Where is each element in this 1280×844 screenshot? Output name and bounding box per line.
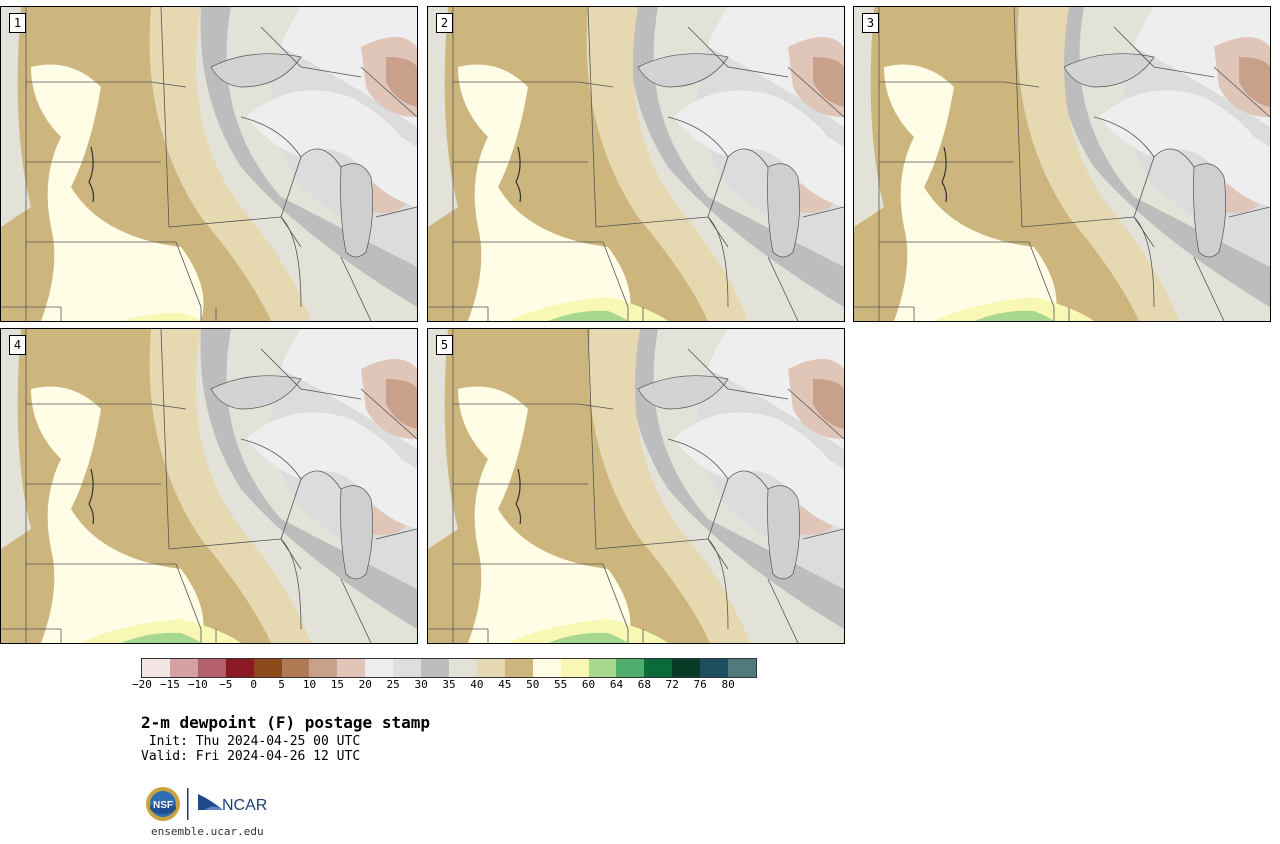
colorbar-swatch [700,659,729,677]
colorbar-swatch [532,659,561,677]
colorbar-tick-label: 5 [278,678,285,691]
colorbar-tick-labels: −20 −15 −10 −5 0 5 10 15 20 25 30 35 40 45 50 55 60 64 68 7… [132,678,757,694]
site-url: ensemble.ucar.edu [151,825,264,838]
colorbar-swatch [616,659,645,677]
map-panel-4: 4 [0,328,418,644]
colorbar-swatches [141,658,757,678]
colorbar-tick-label: 72 [665,678,679,691]
colorbar-swatch [560,659,589,677]
colorbar-tick-label: 50 [526,678,540,691]
colorbar-tick-label: 40 [470,678,484,691]
colorbar-swatch [253,659,282,677]
ncar-logo-text: NCAR [222,797,267,814]
dewpoint-map-2 [428,7,844,321]
colorbar-swatch [309,659,338,677]
map-panel-1: 1 [0,6,418,322]
colorbar-swatch [476,659,505,677]
colorbar-swatch [365,659,394,677]
colorbar-swatch [504,659,533,677]
panel-number-label: 4 [9,335,26,355]
colorbar-tick-label: 25 [386,678,400,691]
colorbar-swatch [225,659,254,677]
panel-number-label: 2 [436,13,453,33]
colorbar-tick-label: 80 [721,678,735,691]
init-time: Init: Thu 2024-04-25 00 UTC [141,734,361,749]
colorbar-swatch [728,659,756,677]
colorbar-swatch [588,659,617,677]
map-panel-3: 3 [853,6,1271,322]
colorbar-tick-label: 55 [554,678,568,691]
colorbar-tick-label: −15 [159,678,180,691]
colorbar-swatch [448,659,477,677]
map-panel-2: 2 [427,6,845,322]
colorbar-swatch [393,659,422,677]
colorbar: −20 −15 −10 −5 0 5 10 15 20 25 30 35 40 45 50 55 60 64 68 7… [132,658,757,694]
nsf-logo-text: NSF [153,800,173,811]
panel-number-label: 3 [862,13,879,33]
colorbar-tick-label: 20 [358,678,372,691]
colorbar-tick-label: 68 [637,678,651,691]
colorbar-tick-label: 0 [250,678,257,691]
panel-number-label: 5 [436,335,453,355]
colorbar-tick-label: 60 [581,678,596,691]
dewpoint-map-1 [1,7,417,321]
colorbar-swatch [337,659,366,677]
chart-title: 2-m dewpoint (F) postage stamp [141,713,430,732]
colorbar-tick-label: 76 [693,678,707,691]
colorbar-tick-label: 35 [442,678,456,691]
valid-time: Valid: Fri 2024-04-26 12 UTC [141,749,361,764]
title-block: 2-m dewpoint (F) postage stamp Init: Thu… [141,713,430,764]
colorbar-swatch [197,659,226,677]
panel-number-label: 1 [9,13,26,33]
ncar-logo-icon [198,794,223,810]
colorbar-swatch [421,659,449,677]
colorbar-tick-label: −5 [219,678,233,691]
colorbar-swatch [672,659,701,677]
dewpoint-map-3 [854,7,1270,321]
colorbar-tick-label: 64 [609,678,624,691]
colorbar-swatch [142,659,170,677]
colorbar-tick-label: 15 [330,678,344,691]
colorbar-tick-label: −10 [187,678,208,691]
colorbar-swatch [644,659,673,677]
dewpoint-map-4 [1,329,417,643]
colorbar-tick-label: 10 [302,678,317,691]
colorbar-tick-label: 45 [498,678,512,691]
colorbar-swatch [281,659,310,677]
map-panel-5: 5 [427,328,845,644]
colorbar-swatch [169,659,198,677]
dewpoint-map-5 [428,329,844,643]
nsf-ncar-logo: NSF NCAR [146,787,267,821]
colorbar-tick-label: −20 [132,678,152,691]
colorbar-tick-label: 30 [414,678,428,691]
